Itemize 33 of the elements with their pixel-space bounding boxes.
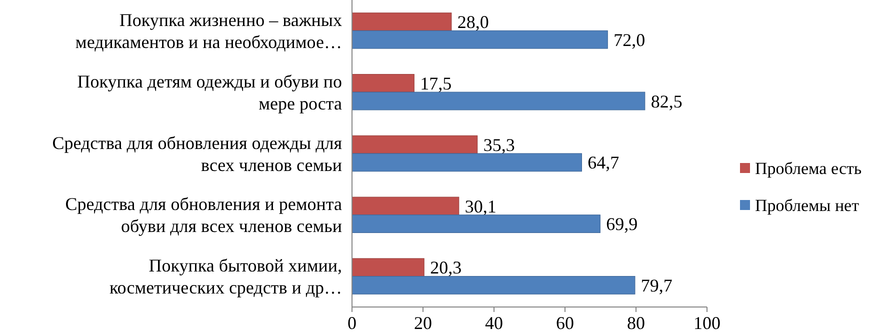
data-label: 72,0 (614, 30, 646, 50)
y-tick-label: Покупка бытовой химии, косметических средств и др… (109, 256, 342, 298)
bar (352, 30, 608, 49)
bar (352, 258, 424, 277)
bar (352, 135, 478, 154)
data-label: 35,3 (483, 134, 515, 155)
x-tick-label: 60 (556, 313, 574, 333)
x-tick-label: 0 (348, 313, 356, 333)
y-tick-label: Средства для обновления одежды для всех членов семьи (52, 132, 342, 175)
bar (352, 196, 460, 216)
y-tick-label: Покупка жизненно – важных медикаментов и на необходимое… (75, 10, 342, 52)
data-label: 69,9 (606, 214, 638, 234)
x-tick-label: 80 (627, 313, 645, 333)
data-label: 20,3 (430, 258, 462, 278)
x-tick-label: 40 (485, 313, 503, 333)
x-tick-label: 20 (414, 313, 432, 333)
data-label: 30,1 (464, 196, 496, 216)
data-label: 64,7 (588, 152, 620, 173)
bar (352, 92, 646, 110)
x-tick-label: 100 (694, 313, 720, 333)
data-label: 17,5 (420, 73, 452, 94)
bar (352, 74, 414, 92)
bar (352, 12, 452, 31)
legend-label: Проблема есть (755, 158, 862, 178)
data-label: 79,7 (640, 276, 672, 296)
bar (352, 153, 582, 172)
bar (352, 276, 636, 294)
y-tick-label: Средства для обновления и ремонта обуви для всех членов семьи (65, 194, 342, 236)
data-label: 28,0 (457, 12, 489, 32)
bar (352, 214, 600, 234)
legend-label: Проблемы нет (755, 196, 860, 215)
data-label: 82,5 (650, 91, 682, 112)
y-tick-label: Покупка детям одежды и обуви по мере роста (77, 71, 342, 114)
